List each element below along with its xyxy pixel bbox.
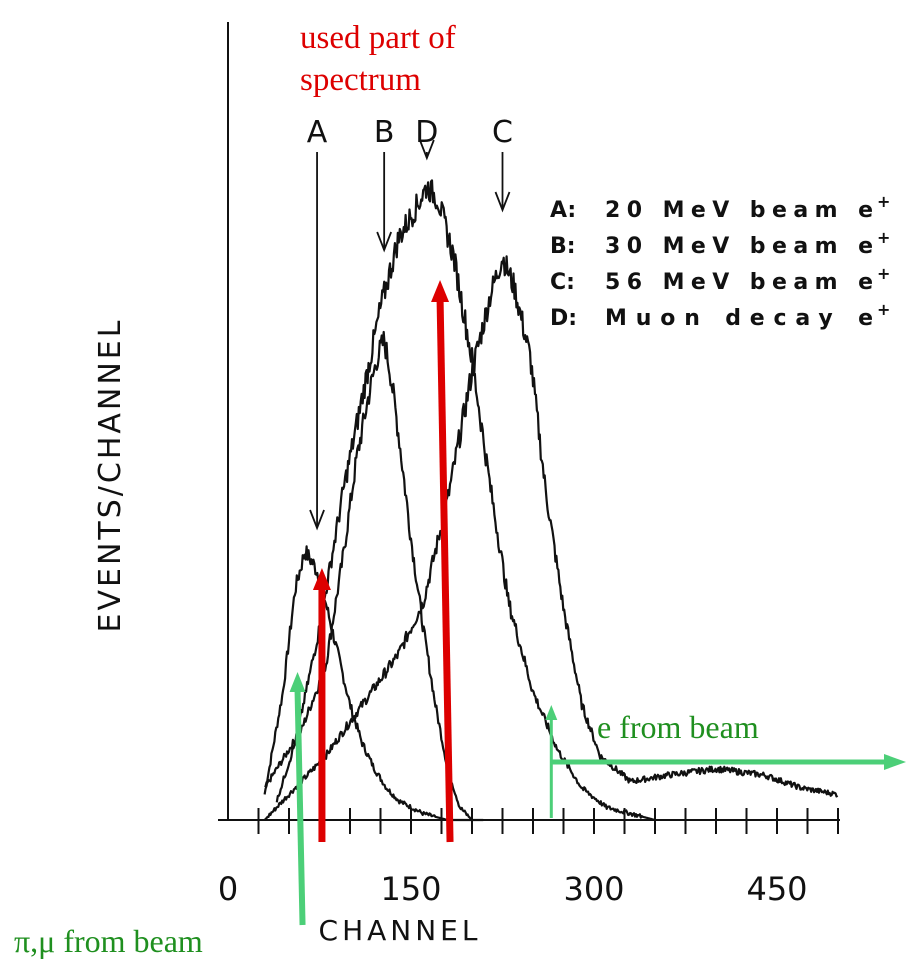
x-tick-label: 300 [563, 870, 624, 908]
red-arrowhead [312, 568, 331, 590]
red-arrowhead [431, 280, 450, 302]
green-arrow-pi-mu-shaft [294, 689, 306, 926]
tick-labels: 0 150 300 450 [218, 870, 808, 908]
peak-label-C: C [492, 115, 513, 150]
legend-key-D: D: [550, 306, 577, 331]
peak-arrowhead-C [494, 191, 511, 213]
pi-mu-from-beam-annotation: π,μ from beam [14, 923, 203, 959]
legend-key-C: C: [550, 270, 575, 295]
e-from-beam-annotation: e from beam [597, 709, 759, 745]
green-arrowhead-pi-mu [289, 672, 306, 692]
legend-sup-B: + [877, 228, 890, 247]
used-spectrum-annotation-line2: spectrum [300, 62, 421, 98]
green-cut-arrowhead [545, 705, 558, 720]
legend-key-B: B: [550, 234, 576, 259]
peak-label-D: D [415, 115, 438, 150]
x-tick-label: 150 [380, 870, 441, 908]
legend-key-A: A: [550, 198, 576, 223]
legend: A: 20 MeV beam e +B: 30 MeV beam e +C: 56 MeV… [550, 192, 890, 331]
series-D-line [275, 179, 655, 821]
legend-sup-C: + [877, 264, 890, 283]
red-arrow-shaft [436, 297, 454, 843]
legend-text-B: 30 MeV beam e [605, 234, 875, 259]
peak-arrowhead-D [419, 139, 435, 161]
legend-text-C: 56 MeV beam e [605, 270, 875, 295]
legend-sup-D: + [877, 300, 890, 319]
peak-arrowhead-B [376, 231, 392, 253]
x-axis-label: CHANNEL [319, 914, 482, 947]
y-axis-label: EVENTS/CHANNEL [93, 318, 128, 633]
green-arrowhead-e-beam [884, 754, 906, 770]
overlay-arrows [289, 280, 906, 926]
peak-label-A: A [307, 115, 328, 150]
legend-sup-A: + [877, 192, 890, 211]
series-C-line [263, 255, 839, 821]
tick-marks [257, 808, 839, 834]
legend-text-A: 20 MeV beam e [605, 198, 875, 223]
peak-arrowhead-A [309, 509, 325, 531]
legend-text-D: Muon decay e [605, 306, 875, 331]
x-tick-label: 0 [218, 870, 238, 908]
used-spectrum-annotation-line1: used part of [300, 20, 456, 56]
x-tick-label: 450 [746, 870, 807, 908]
peak-label-B: B [374, 115, 395, 150]
